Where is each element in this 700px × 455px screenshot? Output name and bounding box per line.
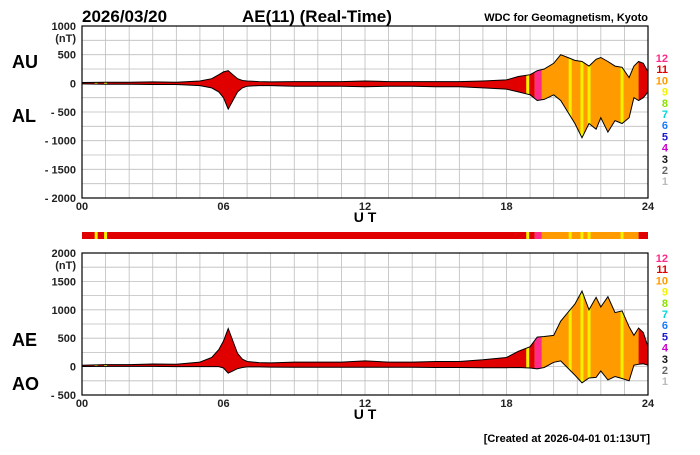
legend-level-9: 9	[662, 87, 668, 99]
fill-segment	[638, 291, 648, 383]
y-tick-label: - 1500	[45, 164, 76, 176]
x-axis-label: U T	[354, 209, 377, 225]
fill-highlight	[568, 54, 572, 138]
source-label: WDC for Geomagnetism, Kyoto	[484, 12, 648, 24]
fill-highlight	[568, 291, 572, 383]
legend-level-10: 10	[656, 75, 668, 87]
legend-level-6: 6	[662, 320, 668, 332]
x-tick-label: 00	[76, 201, 88, 213]
legend-level-2: 2	[662, 165, 668, 177]
legend-level-8: 8	[662, 298, 668, 310]
unit-label: (nT)	[55, 260, 76, 272]
series-line-au	[81, 54, 649, 83]
legend-level-5: 5	[662, 131, 668, 143]
x-tick-label: 12	[359, 398, 371, 410]
legend-level-6: 6	[662, 120, 668, 132]
bar-segment	[638, 232, 648, 239]
x-tick-label: 00	[76, 398, 88, 410]
legend-level-11: 11	[656, 264, 668, 276]
y-tick-label: - 2000	[45, 193, 76, 205]
bar-highlight	[526, 232, 530, 239]
y-tick-label: 1000	[52, 305, 76, 317]
unit-label: (nT)	[55, 33, 76, 45]
y-tick-label: 0	[70, 78, 76, 90]
legend-level-1: 1	[662, 376, 668, 388]
bar-highlight	[587, 232, 591, 239]
header: 2026/03/20 AE(11) (Real-Time) WDC for Ge…	[82, 7, 648, 26]
x-tick-label: 24	[642, 398, 655, 410]
legend-level-4: 4	[662, 343, 669, 355]
date-label: 2026/03/20	[82, 7, 167, 26]
legend-level-12: 12	[656, 53, 668, 65]
bar-highlight	[94, 232, 98, 239]
bar-segment	[82, 232, 535, 239]
y-tick-label: 2000	[52, 248, 76, 260]
legend-level-4: 4	[662, 143, 669, 155]
panel-label-upper: AE	[12, 330, 37, 350]
panel-label-lower: AL	[12, 106, 36, 126]
y-tick-label: 0	[70, 362, 76, 374]
x-axis-label: U T	[354, 406, 377, 422]
ae-ao-panel: 2000 1500 1000 500 0 - 500 (nT) 00 06 12 18 24 U T AE…	[12, 248, 655, 422]
y-tick-label: - 500	[51, 390, 76, 402]
fill-highlight	[587, 54, 591, 138]
legend-level-7: 7	[662, 309, 668, 321]
legend-level-10: 10	[656, 275, 668, 287]
x-tick-label: 12	[359, 201, 371, 213]
y-tick-label: 500	[58, 333, 76, 345]
fill-segment	[534, 54, 542, 138]
bar-highlight	[104, 232, 108, 239]
legend-level-2: 2	[662, 365, 668, 377]
bar-highlight	[620, 232, 624, 239]
legend-level-3: 3	[662, 354, 668, 366]
grid	[81, 25, 649, 199]
legend-level-11: 11	[656, 64, 668, 76]
activity-level-bar	[82, 232, 648, 239]
fill-highlight	[620, 291, 624, 383]
created-footer: [Created at 2026-04-01 01:13UT]	[484, 433, 651, 445]
legend-level-8: 8	[662, 98, 668, 110]
x-tick-label: 18	[500, 398, 512, 410]
legend-level-5: 5	[662, 331, 668, 343]
au-al-panel: 1000 500 0 - 500 - 1000 - 1500 - 2000 (nT) 00 06 1…	[12, 21, 655, 225]
y-tick-label: 1500	[52, 276, 76, 288]
legend-level-9: 9	[662, 287, 668, 299]
fill-highlight	[580, 291, 584, 383]
plot-frame	[81, 25, 649, 199]
bar-segment	[534, 232, 542, 239]
legend-level-12: 12	[656, 253, 668, 265]
chart-title: AE(11) (Real-Time)	[242, 7, 392, 26]
y-tick-label: 500	[58, 50, 76, 62]
bar-highlight	[568, 232, 572, 239]
series-line-ao	[81, 360, 649, 384]
series-line-al	[81, 83, 649, 139]
legend-level-1: 1	[662, 176, 668, 188]
panel-label-upper: AU	[12, 52, 38, 72]
legend-level-3: 3	[662, 154, 668, 166]
bar-highlight	[580, 232, 584, 239]
x-tick-label: 06	[217, 398, 229, 410]
y-tick-label: - 1000	[45, 136, 76, 148]
legend-level-7: 7	[662, 109, 668, 121]
fill-highlight	[587, 291, 591, 383]
fill-segment	[638, 54, 648, 138]
y-tick-label: - 500	[51, 107, 76, 119]
y-tick-label: 1000	[52, 21, 76, 33]
x-tick-label: 24	[642, 201, 655, 213]
fill-highlight	[580, 54, 584, 138]
series-line-ae	[81, 289, 649, 366]
plot-frame	[81, 252, 649, 396]
fill-highlight	[620, 54, 624, 138]
panel-label-lower: AO	[12, 374, 39, 394]
x-tick-label: 06	[217, 201, 229, 213]
x-tick-label: 18	[500, 201, 512, 213]
